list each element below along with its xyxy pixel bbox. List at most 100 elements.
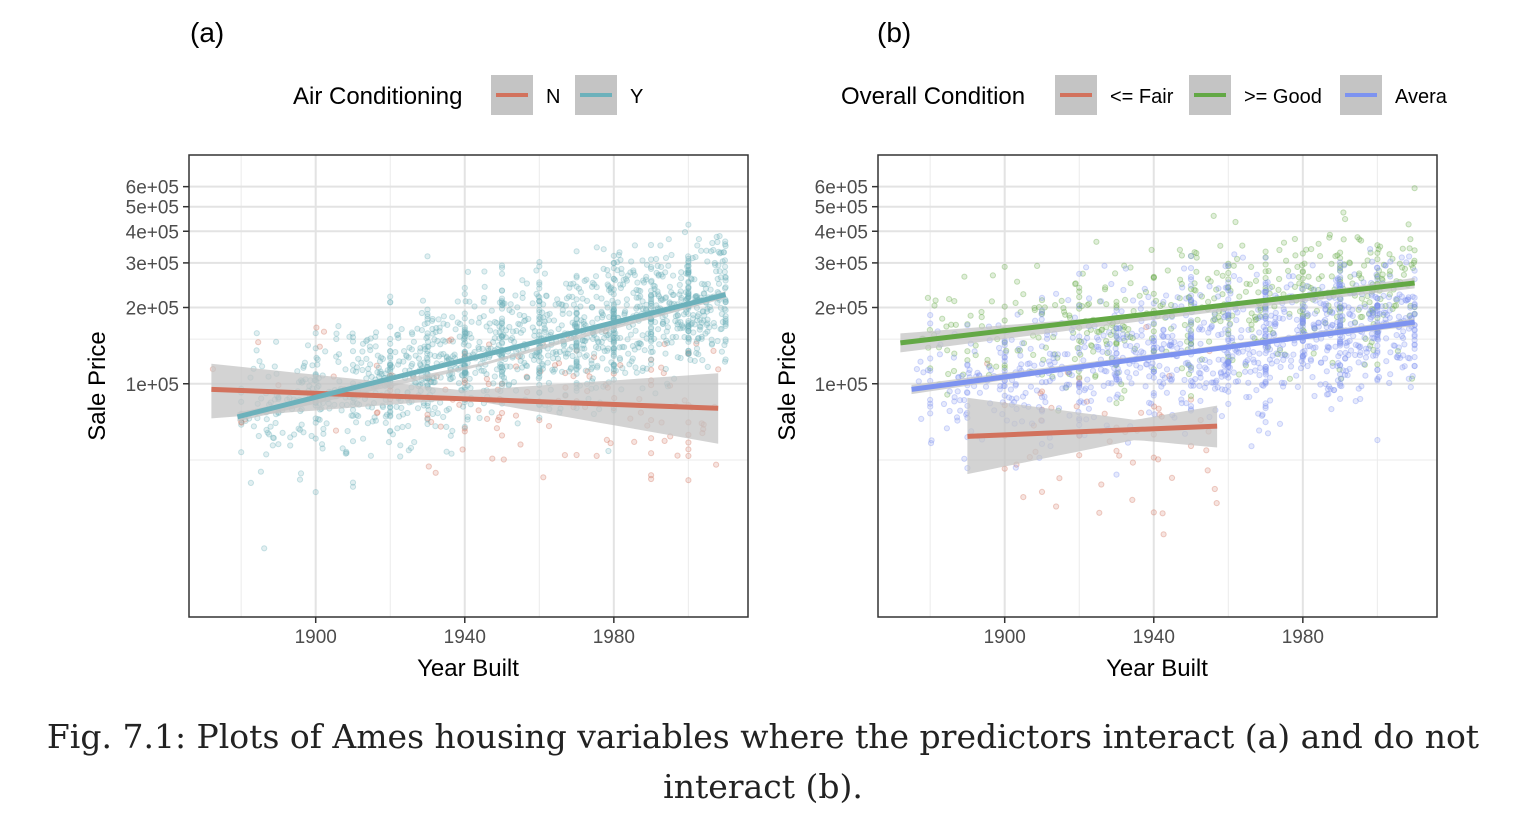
data-point: [685, 318, 692, 325]
data-point: [432, 329, 439, 336]
data-point: [461, 369, 468, 377]
data-point: [653, 255, 660, 263]
data-point: [618, 265, 625, 272]
data-point: [368, 373, 375, 380]
data-point: [398, 326, 405, 333]
data-point: [954, 388, 961, 395]
data-point: [373, 409, 380, 417]
data-point: [388, 363, 396, 370]
data-point: [960, 371, 967, 378]
data-point: [1169, 332, 1176, 339]
data-point: [595, 339, 602, 346]
data-point: [267, 423, 274, 430]
data-point: [1368, 308, 1375, 315]
data-point: [1370, 310, 1377, 317]
data-point: [1043, 335, 1051, 342]
data-point: [461, 425, 468, 432]
data-point: [1318, 273, 1325, 280]
data-point: [1113, 370, 1120, 377]
data-point: [1050, 333, 1057, 341]
data-point: [1299, 281, 1306, 288]
data-point: [1148, 364, 1155, 371]
data-point: [1356, 236, 1363, 243]
data-point: [1187, 285, 1195, 293]
data-point: [658, 271, 665, 278]
data-point: [1152, 297, 1160, 304]
data-point: [1225, 359, 1232, 366]
data-point: [691, 357, 698, 364]
data-point: [387, 364, 394, 371]
data-point: [558, 301, 565, 308]
data-point: [1177, 276, 1184, 283]
data-point: [628, 358, 635, 365]
data-point: [1133, 362, 1140, 369]
data-point: [610, 338, 617, 345]
data-point: [1221, 314, 1228, 321]
data-point: [387, 323, 394, 330]
data-point: [927, 320, 934, 327]
data-point: [424, 330, 431, 337]
data-point: [1038, 310, 1046, 318]
data-point: [1360, 279, 1367, 286]
data-point: [1405, 375, 1412, 382]
data-point: [648, 356, 655, 363]
data-point: [1337, 281, 1344, 288]
data-point: [1118, 308, 1125, 315]
data-point: [622, 275, 630, 282]
data-point: [1289, 273, 1297, 280]
data-point: [431, 336, 438, 343]
data-point: [1246, 393, 1253, 401]
data-point: [584, 368, 591, 375]
data-point: [610, 307, 617, 314]
data-point: [669, 291, 676, 298]
data-point: [1374, 333, 1381, 340]
data-point: [1230, 369, 1237, 376]
data-point: [364, 420, 371, 427]
data-point: [1362, 335, 1369, 342]
data-point: [1262, 365, 1269, 373]
data-point: [1148, 335, 1156, 342]
data-point: [486, 341, 493, 348]
data-point: [478, 367, 485, 374]
data-point: [722, 356, 729, 363]
data-point: [440, 320, 447, 327]
data-point: [1215, 331, 1222, 339]
data-point: [986, 362, 993, 369]
data-point: [1166, 341, 1173, 349]
data-point: [1325, 302, 1332, 309]
data-point: [655, 326, 662, 333]
data-point: [1086, 295, 1093, 302]
data-point: [1306, 343, 1314, 350]
data-point: [1113, 350, 1120, 357]
data-point: [521, 359, 528, 366]
data-point: [685, 262, 692, 269]
data-point: [1246, 317, 1253, 324]
data-point: [1101, 410, 1108, 417]
data-point: [1236, 276, 1243, 283]
data-point: [679, 324, 687, 331]
data-point: [588, 366, 595, 373]
data-point: [536, 373, 543, 380]
data-point: [1304, 343, 1311, 350]
data-point: [396, 358, 403, 365]
data-point: [1365, 345, 1372, 352]
data-point: [466, 298, 473, 305]
data-point: [1084, 376, 1091, 383]
data-point: [261, 545, 268, 552]
data-point: [1358, 275, 1365, 282]
data-point: [1337, 276, 1344, 283]
data-point: [672, 313, 680, 320]
data-point: [1288, 357, 1295, 364]
data-point: [495, 417, 502, 424]
data-point: [1263, 287, 1270, 294]
data-point: [1133, 332, 1140, 339]
data-point: [610, 353, 617, 360]
data-point: [1323, 391, 1331, 398]
data-point: [1121, 323, 1128, 331]
data-point: [1386, 291, 1393, 298]
data-point: [529, 300, 536, 307]
data-point: [498, 364, 506, 371]
data-point: [348, 412, 355, 419]
data-point: [575, 285, 583, 292]
data-point: [424, 313, 431, 320]
